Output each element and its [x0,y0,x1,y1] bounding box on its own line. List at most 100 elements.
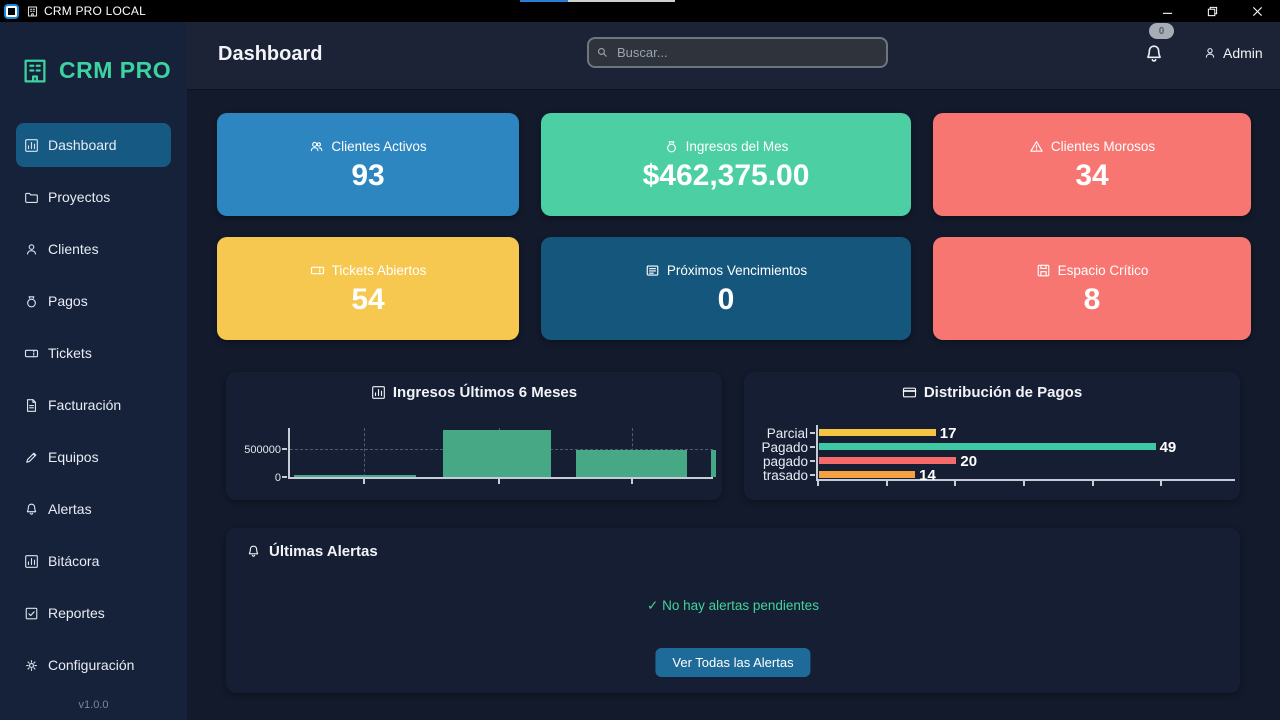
sidebar-item-bitacora[interactable]: Bitácora [0,535,187,587]
y-axis-tick-label: 0 [274,472,281,484]
sidebar: CRM PRO Dashboard Proyectos Clientes Pa [0,22,187,720]
pencil-icon [26,452,37,463]
person-icon [1205,48,1215,58]
sidebar-item-label: Clientes [48,241,99,257]
ticket-icon [310,266,324,274]
pagos-bar-Pagado [819,443,1156,450]
user-name: Admin [1223,45,1263,61]
header: Dashboard 0 Admin [187,22,1280,90]
x-axis-tick [1091,481,1094,486]
ingresos-chart-title: Ingresos Últimos 6 Meses [226,384,722,401]
close-button[interactable] [1235,0,1280,22]
pagos-bar-pagado [819,457,957,464]
bar-value-label: 17 [939,424,957,442]
search-input[interactable] [587,37,888,68]
sidebar-nav: Dashboard Proyectos Clientes Pagos Ticke… [0,123,187,691]
ingresos-plot [282,428,716,484]
alerts-title: Últimas Alertas [246,543,378,560]
pagos-category-labels: Parcial Pagado pagado trasado [744,425,808,481]
ingresos-bar [710,450,716,477]
window-title: CRM PRO LOCAL [44,4,146,18]
stat-card-proximos-vencimientos: Próximos Vencimientos 0 [541,237,911,340]
credit-card-icon [902,387,917,398]
gear-icon [26,659,37,671]
sidebar-item-tickets[interactable]: Tickets [0,327,187,379]
sidebar-item-equipos[interactable]: Equipos [0,431,187,483]
y-axis-tick [810,445,815,448]
sidebar-item-label: Pagos [48,293,88,309]
pagos-plot: 17 49 20 14 [810,424,1235,486]
stat-card-clientes-activos: Clientes Activos 93 [217,113,519,216]
bar-value-label: 49 [1159,438,1177,456]
newspaper-icon [646,264,659,276]
user-menu[interactable]: Admin [1203,45,1263,61]
bar-chart-icon [372,386,385,399]
sidebar-item-facturacion[interactable]: Facturación [0,379,187,431]
ingresos-bar [443,429,551,477]
maximize-button[interactable] [1190,0,1235,22]
x-axis-tick [1160,481,1163,486]
charts-row: Ingresos Últimos 6 Meses 500000 0 Distri… [226,372,1240,500]
alerts-card: Últimas Alertas ✓ No hay alertas pendien… [226,528,1240,693]
main-content: Dashboard 0 Admin Clientes Activos [187,22,1280,720]
bar-chart-icon [25,138,38,152]
brand: CRM PRO [0,22,187,119]
window-controls [1145,0,1280,22]
ingresos-chart-card: Ingresos Últimos 6 Meses 500000 0 [226,372,722,500]
sidebar-item-clientes[interactable]: Clientes [0,223,187,275]
stat-label: Próximos Vencimientos [666,262,808,278]
notifications-button[interactable] [1140,42,1168,68]
pagos-chart-title: Distribución de Pagos [744,384,1240,401]
minimize-button[interactable] [1145,0,1190,22]
sidebar-item-pagos[interactable]: Pagos [0,275,187,327]
sidebar-item-dashboard[interactable]: Dashboard [16,123,171,167]
person-icon [27,243,36,255]
stat-value: 54 [351,282,385,316]
stats-grid: Clientes Activos 93 Ingresos del Mes $46… [217,113,1251,340]
stat-card-ingresos-mes: Ingresos del Mes $462,375.00 [541,113,911,216]
ticket-icon [24,349,39,357]
y-axis-tick [810,431,815,434]
x-axis-tick [885,481,888,486]
bell-icon [248,545,259,557]
building-icon [27,6,38,16]
pagos-bar-trasado [819,471,916,478]
sidebar-item-label: Tickets [48,345,92,361]
x-axis-tick [631,479,634,484]
bell-icon [1147,44,1161,62]
page-title: Dashboard [218,43,323,65]
sidebar-item-reportes[interactable]: Reportes [0,587,187,639]
stat-value: 8 [1083,282,1101,316]
sidebar-item-label: Reportes [48,605,105,621]
y-axis-tick [810,459,815,462]
bell-icon [26,503,37,515]
sidebar-item-label: Equipos [48,449,99,465]
money-bag-icon [27,295,36,307]
ingresos-bar [293,475,417,477]
y-axis-tick [282,447,287,450]
warning-icon [1030,140,1043,152]
category-label: pagado [762,453,808,469]
view-all-alerts-button[interactable]: Ver Todas las Alertas [655,648,811,677]
notification-badge: 0 [1149,23,1174,39]
bar-value-label: 20 [960,452,978,470]
app-version: v1.0.0 [78,699,109,711]
grid-line [363,428,365,477]
category-label: trasado [762,467,808,483]
sidebar-item-proyectos[interactable]: Proyectos [0,171,187,223]
pagos-chart-card: Distribución de Pagos Parcial Pagado pagad… [744,372,1240,500]
sidebar-item-alertas[interactable]: Alertas [0,483,187,535]
brand-name: CRM PRO [59,57,172,83]
sidebar-item-label: Facturación [48,397,122,413]
sidebar-item-configuracion[interactable]: Configuración [0,639,187,691]
x-axis-tick [954,481,957,486]
x-axis-tick [1023,481,1026,486]
stat-label: Tickets Abiertos [331,262,427,278]
document-icon [27,398,36,412]
sidebar-item-label: Configuración [48,657,135,673]
sidebar-item-label: Bitácora [48,553,100,569]
window-edge-accent-blue [520,0,568,2]
stat-card-espacio-critico: Espacio Crítico 8 [933,237,1251,340]
stat-card-tickets-abiertos: Tickets Abiertos 54 [217,237,519,340]
